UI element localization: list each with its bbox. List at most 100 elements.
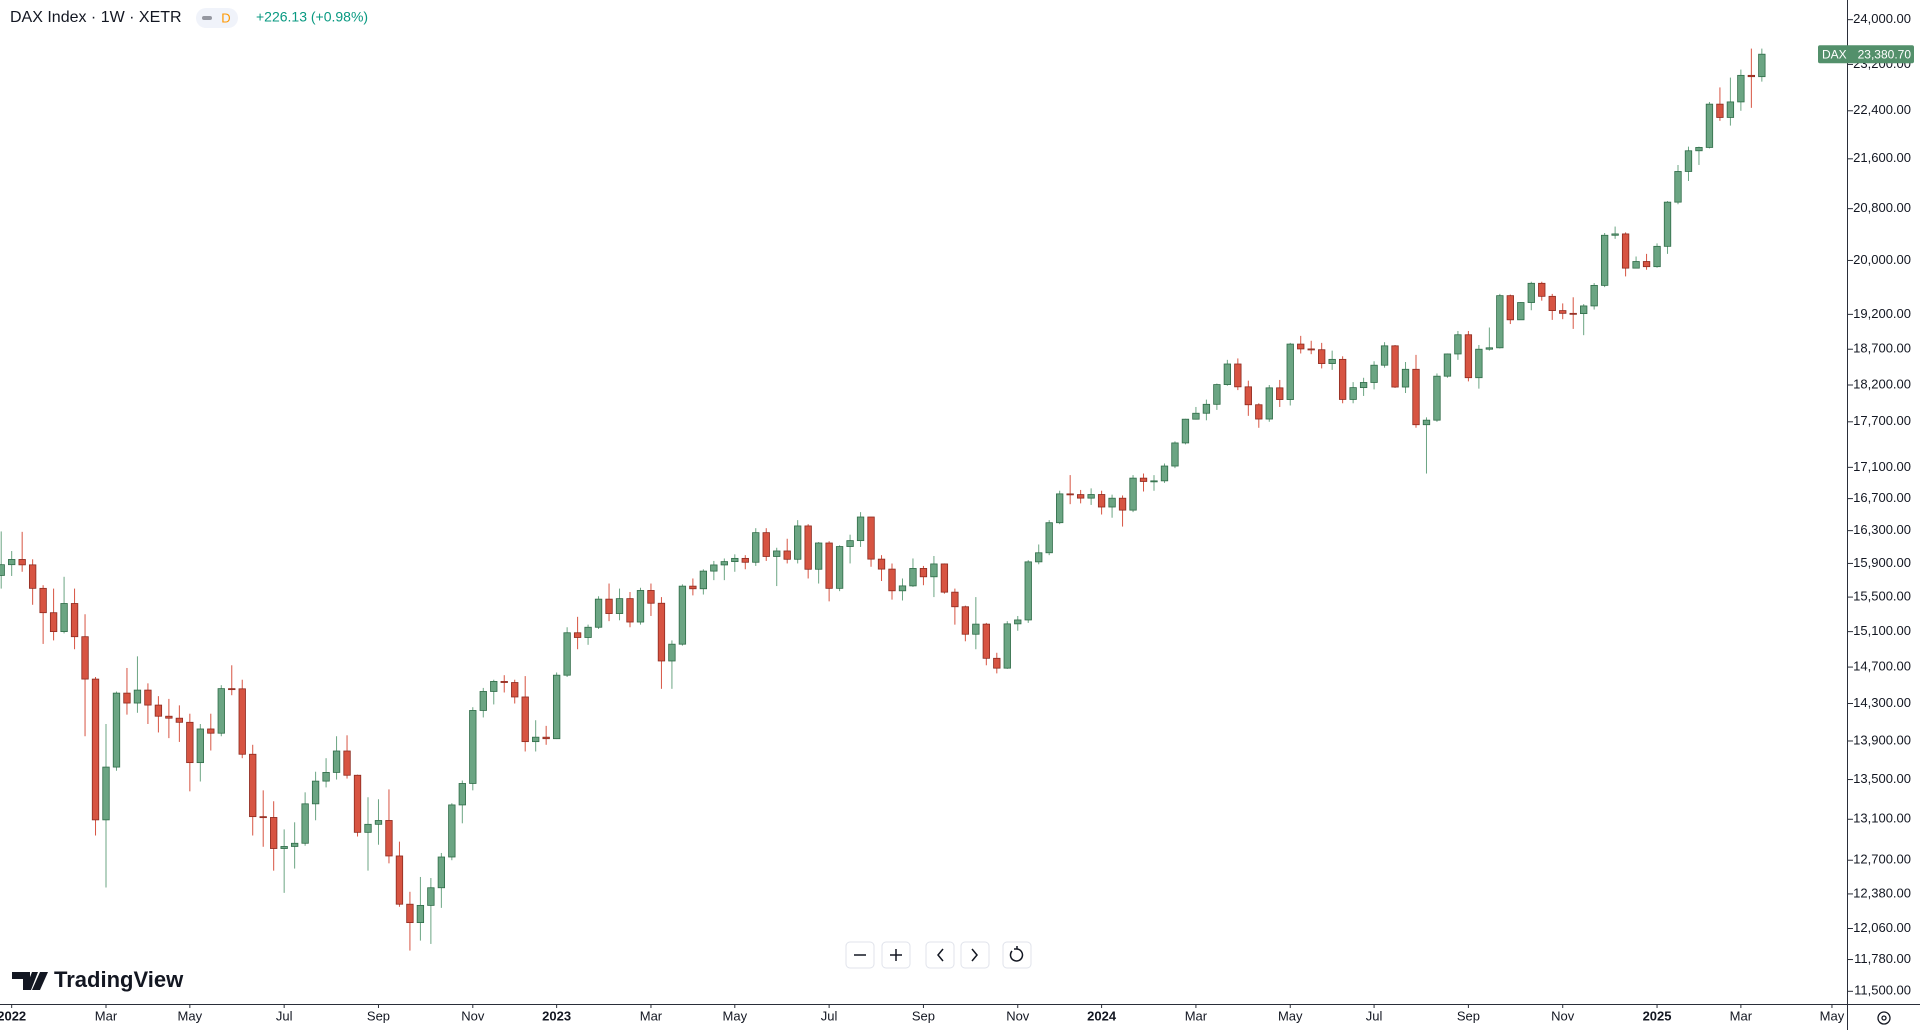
candle bbox=[217, 685, 225, 737]
candle-body bbox=[762, 532, 770, 557]
scroll-right-button[interactable] bbox=[960, 941, 990, 969]
candle-body bbox=[909, 568, 917, 587]
candle bbox=[835, 545, 844, 592]
candle bbox=[1527, 281, 1535, 311]
candle bbox=[1213, 383, 1221, 410]
candle bbox=[594, 596, 603, 629]
candle-body bbox=[888, 568, 896, 592]
candle bbox=[1181, 418, 1190, 445]
settings-icon[interactable] bbox=[1877, 1011, 1891, 1025]
candle bbox=[1045, 520, 1053, 556]
x-tick-label: May bbox=[178, 1008, 203, 1023]
candle-body bbox=[322, 772, 330, 782]
candle bbox=[1024, 560, 1032, 623]
candle bbox=[1076, 489, 1085, 504]
candle-body bbox=[1590, 284, 1598, 307]
candle bbox=[532, 720, 540, 752]
candle-body bbox=[469, 710, 477, 784]
candle-body bbox=[133, 689, 142, 704]
candle-body bbox=[500, 681, 508, 683]
candle-body bbox=[1422, 419, 1431, 426]
candle-body bbox=[81, 636, 89, 680]
candle-body bbox=[699, 570, 708, 590]
candle-body bbox=[731, 557, 739, 563]
interval-badge[interactable] bbox=[196, 8, 238, 28]
candle bbox=[259, 790, 267, 847]
candle-body bbox=[1653, 245, 1661, 268]
candle-body bbox=[741, 557, 749, 563]
candle-body bbox=[18, 559, 26, 566]
scroll-left-button[interactable] bbox=[925, 941, 955, 969]
candle-body bbox=[898, 585, 907, 592]
candle bbox=[81, 614, 89, 737]
reset-button[interactable] bbox=[1002, 941, 1032, 969]
candle bbox=[1684, 146, 1693, 182]
candle bbox=[1600, 233, 1609, 288]
candle-body bbox=[1684, 150, 1693, 172]
candle bbox=[1223, 359, 1232, 386]
candle bbox=[856, 512, 865, 547]
candle bbox=[437, 852, 446, 908]
candle-body bbox=[1496, 295, 1504, 349]
candle bbox=[773, 547, 781, 587]
candle bbox=[290, 822, 299, 869]
y-tick-label: 13,900.00 bbox=[1853, 732, 1911, 747]
candle-body bbox=[668, 643, 676, 662]
candle-body bbox=[1181, 418, 1190, 444]
candle bbox=[626, 591, 634, 628]
candle bbox=[1318, 342, 1326, 369]
candle-body bbox=[186, 721, 194, 764]
candle bbox=[1475, 344, 1483, 389]
candle bbox=[165, 698, 173, 739]
candle bbox=[18, 531, 26, 572]
candle bbox=[28, 559, 37, 605]
candle bbox=[1066, 475, 1074, 505]
candle-body bbox=[773, 550, 781, 557]
candle-body bbox=[0, 564, 5, 576]
candle-body bbox=[1223, 363, 1232, 385]
x-tick-label: Mar bbox=[1185, 1008, 1208, 1023]
candle bbox=[49, 588, 58, 641]
candle-body bbox=[615, 598, 624, 614]
candle-body bbox=[1454, 334, 1462, 355]
candle-body bbox=[1003, 623, 1011, 669]
candle bbox=[70, 588, 79, 650]
candle bbox=[60, 576, 68, 634]
candle bbox=[1160, 463, 1169, 483]
change-label: +226.13 (+0.98%) bbox=[256, 9, 368, 25]
candle-body bbox=[720, 561, 728, 566]
candle-body bbox=[814, 542, 823, 570]
x-tick-label: 2023 bbox=[542, 1008, 571, 1023]
candle bbox=[909, 558, 917, 587]
candle-body bbox=[448, 804, 456, 858]
candle-body bbox=[605, 598, 613, 614]
candle bbox=[1663, 201, 1672, 254]
candle-body bbox=[1726, 101, 1735, 118]
x-tick-label: May bbox=[1820, 1008, 1845, 1023]
candle-body bbox=[1527, 282, 1535, 303]
candle-body bbox=[752, 532, 760, 563]
candle bbox=[615, 588, 624, 621]
candle bbox=[814, 542, 823, 584]
candle bbox=[301, 792, 309, 846]
candle bbox=[1758, 48, 1766, 82]
candle-body bbox=[165, 715, 173, 719]
candle bbox=[930, 555, 938, 598]
candle-body bbox=[1129, 477, 1137, 511]
candle bbox=[1517, 302, 1525, 321]
candle-body bbox=[1705, 103, 1714, 148]
y-tick-label: 15,900.00 bbox=[1853, 555, 1911, 570]
chart-title[interactable]: DAX Index · 1W · XETR bbox=[10, 9, 182, 26]
candle-body bbox=[301, 803, 309, 844]
candle-body bbox=[49, 612, 58, 633]
candle-body bbox=[1150, 480, 1158, 483]
candle-body bbox=[1506, 295, 1514, 321]
candle-body bbox=[563, 632, 571, 676]
candle bbox=[972, 597, 980, 650]
candle bbox=[919, 565, 928, 586]
x-tick-label: Mar bbox=[1730, 1008, 1753, 1023]
y-tick-label: 20,800.00 bbox=[1853, 200, 1911, 215]
brand-name[interactable]: TradingView bbox=[54, 967, 184, 992]
candle bbox=[867, 516, 875, 567]
